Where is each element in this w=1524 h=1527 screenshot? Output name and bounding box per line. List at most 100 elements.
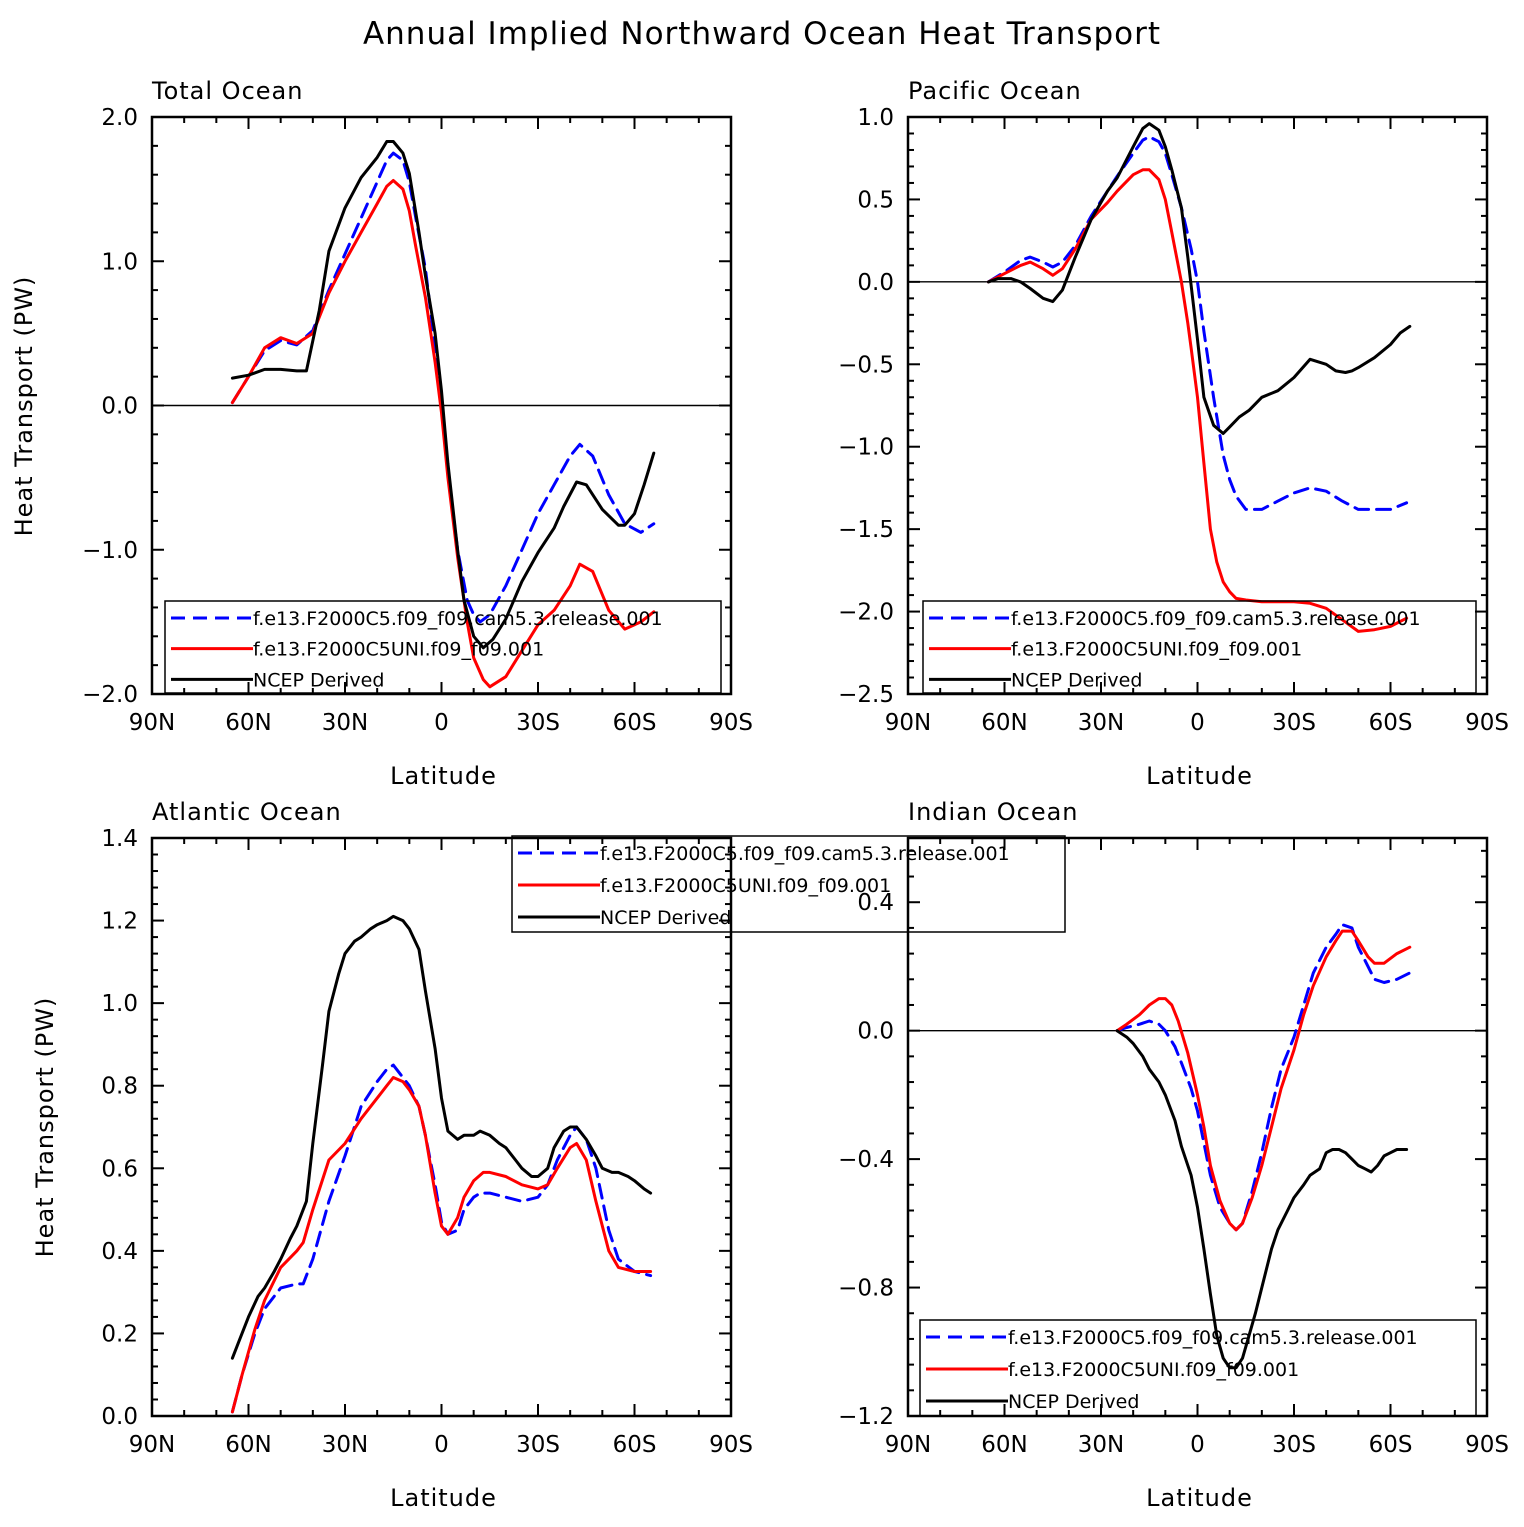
x-tick-label: 60N	[981, 1432, 1027, 1458]
series-group	[230, 914, 653, 1414]
x-axis-label: Latitude	[390, 762, 497, 790]
plot-frame	[150, 836, 733, 1418]
y-tick-label: −1.0	[82, 538, 138, 564]
panel-title: Pacific Ocean	[908, 77, 1082, 105]
series-ncep-derived	[1115, 1029, 1409, 1370]
x-axis: 90N 60N 30N 0 30S 60S 90S Latitude	[885, 117, 1509, 790]
legend: f.e13.F2000C5.f09_f09.cam5.3.release.001…	[164, 600, 722, 694]
x-tick-label: 0	[1190, 710, 1205, 736]
legend: f.e13.F2000C5.f09_f09.cam5.3.release.001…	[511, 835, 1066, 933]
x-tick-label: 90N	[885, 710, 931, 736]
y-tick-label: −1.2	[838, 1404, 894, 1430]
y-tick-label: 0.8	[101, 1074, 138, 1100]
series-cam5-release	[230, 151, 656, 624]
x-tick-label: 60S	[613, 710, 657, 736]
legend-box	[919, 1319, 1477, 1417]
legend: f.e13.F2000C5.f09_f09.cam5.3.release.001…	[922, 600, 1477, 694]
legend-label: f.e13.F2000C5UNI.f09_f09.001	[1011, 639, 1302, 661]
panel-title: Atlantic Ocean	[152, 798, 342, 826]
panel-indian-ocean: Indian Ocean 90N 60N 30N 0 30S 60S 90S Latitude 0…	[838, 798, 1509, 1512]
x-tick-label: 30N	[1078, 1432, 1124, 1458]
x-tick-label: 90S	[709, 1432, 753, 1458]
series-ncep-derived	[230, 914, 653, 1360]
legend-label: NCEP Derived	[1008, 1391, 1139, 1413]
y-tick-label: 1.2	[101, 909, 138, 935]
legend: f.e13.F2000C5.f09_f09.cam5.3.release.001…	[919, 1319, 1477, 1417]
legend-box	[922, 600, 1477, 694]
x-tick-label: 60S	[1369, 710, 1413, 736]
series-group	[230, 140, 656, 689]
x-axis-label: Latitude	[1146, 1484, 1253, 1512]
y-tick-label: 0.4	[101, 1239, 138, 1265]
y-axis: 2.0 1.0 0.0 −1.0 −2.0 Heat Transport (PW)	[10, 105, 731, 708]
x-axis-label: Latitude	[1146, 762, 1253, 790]
series-cam5-uni	[1115, 929, 1412, 1232]
series-cam5-uni	[230, 1076, 653, 1414]
legend-box	[164, 600, 722, 694]
x-tick-label: 60S	[1369, 1432, 1413, 1458]
y-tick-label: 0.6	[101, 1156, 138, 1182]
series-ncep-derived	[986, 122, 1412, 435]
series-group	[1115, 923, 1412, 1370]
legend-label: NCEP Derived	[1011, 669, 1142, 691]
y-tick-label: 1.4	[101, 826, 138, 852]
legend-label: f.e13.F2000C5.f09_f09.cam5.3.release.001	[1011, 608, 1421, 630]
legend-label: f.e13.F2000C5UNI.f09_f09.001	[1008, 1359, 1299, 1381]
legend-label: f.e13.F2000C5.f09_f09.cam5.3.release.001	[253, 608, 663, 630]
series-group	[986, 122, 1412, 633]
y-tick-label: 0.5	[857, 187, 894, 213]
x-axis-label: Latitude	[390, 1484, 497, 1512]
x-tick-label: 30N	[1078, 710, 1124, 736]
y-tick-label: 2.0	[101, 105, 138, 131]
x-tick-label: 30S	[1272, 1432, 1316, 1458]
panel-atlantic-ocean: Atlantic Ocean 90N 60N 30N 0 30S 60S 90S Latitud…	[31, 798, 1066, 1512]
plot-frame	[150, 115, 733, 696]
panel-total-ocean: Total Ocean 90N 60N 30N 0 30S 60S 90S Latitude 2.…	[10, 77, 753, 790]
figure-title: Annual Implied Northward Ocean Heat Tran…	[363, 16, 1161, 52]
x-tick-label: 60S	[613, 1432, 657, 1458]
y-tick-label: −1.0	[838, 435, 894, 461]
x-tick-label: 90S	[1465, 1432, 1509, 1458]
legend-label: f.e13.F2000C5.f09_f09.cam5.3.release.001	[600, 843, 1010, 865]
y-tick-label: −2.0	[838, 600, 894, 626]
y-tick-label: −2.5	[838, 682, 894, 708]
x-tick-label: 0	[434, 710, 449, 736]
x-tick-label: 30S	[516, 710, 560, 736]
x-tick-label: 0	[434, 1432, 449, 1458]
y-tick-label: 0.4	[857, 890, 894, 916]
series-cam5-release	[986, 135, 1409, 511]
series-cam5-uni	[230, 179, 656, 689]
y-tick-label: 0.0	[857, 270, 894, 296]
x-tick-label: 60N	[225, 1432, 271, 1458]
x-tick-label: 90N	[129, 1432, 175, 1458]
y-tick-label: 0.0	[857, 1019, 894, 1045]
panel-pacific-ocean: Pacific Ocean 90N 60N 30N 0 30S 60S 90S Latitude…	[838, 77, 1509, 790]
x-tick-label: 30N	[322, 1432, 368, 1458]
x-tick-label: 90N	[885, 1432, 931, 1458]
legend-label: NCEP Derived	[600, 907, 731, 929]
y-axis: 1.4 1.2 1.0 0.8 0.6 0.4 0.2 0.0 Heat Transport (…	[31, 826, 731, 1430]
y-tick-label: −0.8	[838, 1276, 894, 1302]
y-tick-label: 1.0	[101, 991, 138, 1017]
series-cam5-release	[230, 1063, 653, 1414]
y-tick-label: −2.0	[82, 682, 138, 708]
plot-frame	[906, 115, 1489, 696]
legend-label: f.e13.F2000C5UNI.f09_f09.001	[253, 639, 544, 661]
panels: Total Ocean 90N 60N 30N 0 30S 60S 90S Latitude 2.…	[10, 77, 1509, 1512]
series-cam5-uni	[986, 168, 1409, 633]
y-tick-label: −0.4	[838, 1147, 894, 1173]
y-tick-label: 1.0	[857, 105, 894, 131]
legend-label: NCEP Derived	[253, 669, 384, 691]
series-ncep-derived	[230, 140, 656, 650]
legend-label: f.e13.F2000C5UNI.f09_f09.001	[600, 875, 891, 897]
x-tick-label: 30S	[1272, 710, 1316, 736]
series-cam5-release	[1115, 923, 1412, 1232]
x-tick-label: 90S	[709, 710, 753, 736]
panel-title: Total Ocean	[151, 77, 303, 105]
x-tick-label: 60N	[225, 710, 271, 736]
y-axis-label: Heat Transport (PW)	[10, 276, 38, 537]
y-tick-label: 0.0	[101, 394, 138, 420]
x-tick-label: 30N	[322, 710, 368, 736]
x-tick-label: 90S	[1465, 710, 1509, 736]
